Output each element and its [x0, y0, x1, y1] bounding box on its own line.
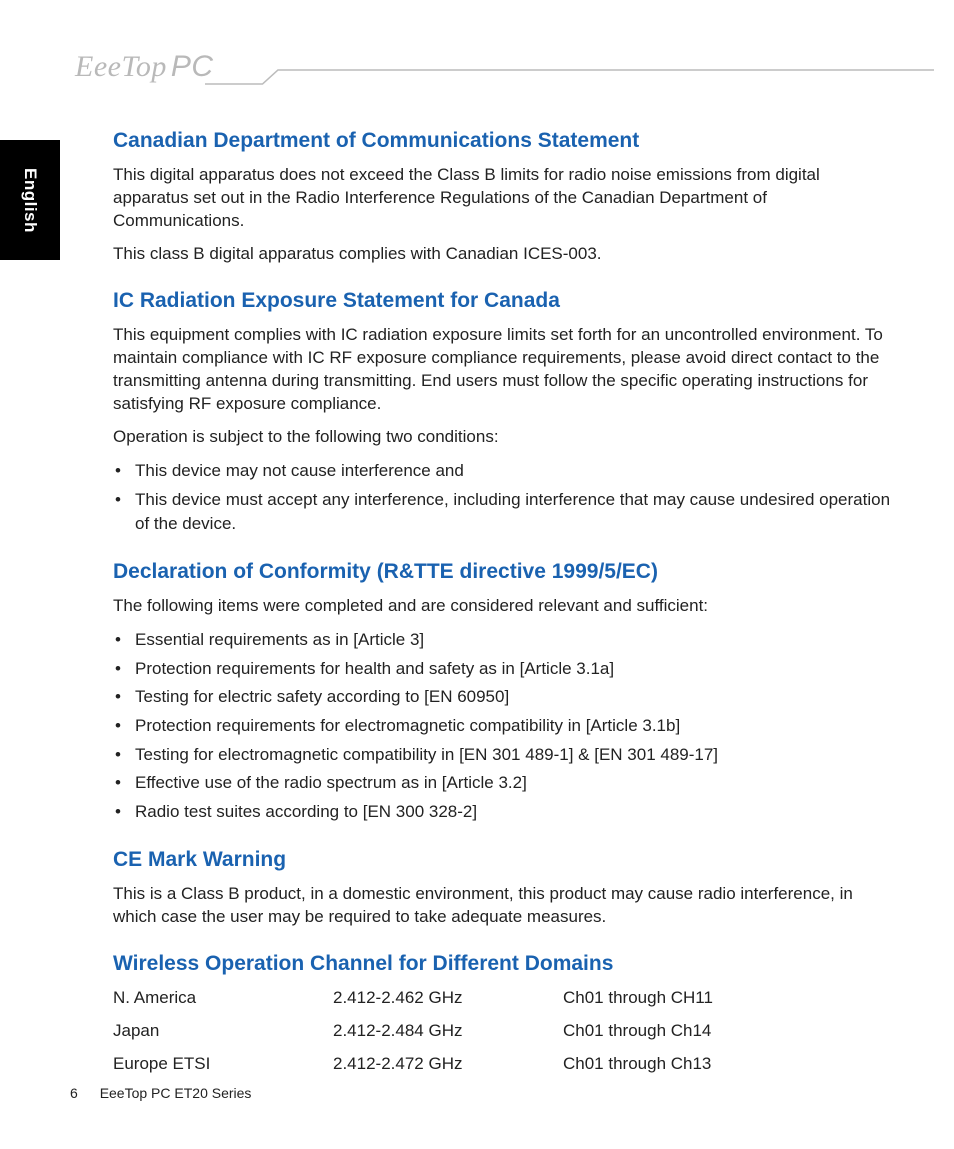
body-paragraph: This digital apparatus does not exceed t…: [113, 164, 894, 233]
list-item: Testing for electric safety according to…: [113, 685, 894, 710]
cell-freq: 2.412-2.462 GHz: [333, 987, 563, 1010]
heading-ic-radiation: IC Radiation Exposure Statement for Cana…: [113, 288, 894, 314]
list-item: Protection requirements for health and s…: [113, 657, 894, 682]
footer-doc-title: EeeTop PC ET20 Series: [100, 1085, 252, 1101]
cell-freq: 2.412-2.472 GHz: [333, 1053, 563, 1076]
list-item: Effective use of the radio spectrum as i…: [113, 771, 894, 796]
cell-region: N. America: [113, 987, 333, 1010]
list-item: Essential requirements as in [Article 3]: [113, 628, 894, 653]
list-item: Radio test suites according to [EN 300 3…: [113, 800, 894, 825]
heading-ce-mark: CE Mark Warning: [113, 847, 894, 873]
list-item: This device may not cause interference a…: [113, 459, 894, 484]
bullet-list-conformity: Essential requirements as in [Article 3]…: [113, 628, 894, 824]
page-number: 6: [70, 1085, 78, 1101]
list-item: This device must accept any interference…: [113, 488, 894, 537]
table-row: Japan 2.412-2.484 GHz Ch01 through Ch14: [113, 1020, 894, 1043]
body-paragraph: Operation is subject to the following tw…: [113, 426, 894, 449]
cell-ch: Ch01 through Ch14: [563, 1020, 894, 1043]
body-paragraph: This class B digital apparatus complies …: [113, 243, 894, 266]
table-row: Europe ETSI 2.412-2.472 GHz Ch01 through…: [113, 1053, 894, 1076]
cell-region: Europe ETSI: [113, 1053, 333, 1076]
body-paragraph: This equipment complies with IC radiatio…: [113, 324, 894, 416]
heading-wireless-channels: Wireless Operation Channel for Different…: [113, 951, 894, 977]
language-label: English: [20, 168, 40, 233]
page-footer: 6 EeeTop PC ET20 Series: [70, 1085, 251, 1101]
cell-region: Japan: [113, 1020, 333, 1043]
body-paragraph: The following items were completed and a…: [113, 595, 894, 618]
heading-canadian-doc: Canadian Department of Communications St…: [113, 128, 894, 154]
page-content: Canadian Department of Communications St…: [113, 128, 894, 1086]
channel-table: N. America 2.412-2.462 GHz Ch01 through …: [113, 987, 894, 1076]
body-paragraph: This is a Class B product, in a domestic…: [113, 883, 894, 929]
cell-ch: Ch01 through Ch13: [563, 1053, 894, 1076]
cell-freq: 2.412-2.484 GHz: [333, 1020, 563, 1043]
header-rule-line: [205, 68, 934, 86]
page-header: EeeTopPC: [75, 50, 934, 90]
heading-declaration-conformity: Declaration of Conformity (R&TTE directi…: [113, 559, 894, 585]
list-item: Testing for electromagnetic compatibilit…: [113, 743, 894, 768]
language-tab: English: [0, 140, 60, 260]
logo: EeeTopPC: [75, 50, 214, 84]
logo-main-text: EeeTop: [75, 50, 167, 83]
cell-ch: Ch01 through CH11: [563, 987, 894, 1010]
table-row: N. America 2.412-2.462 GHz Ch01 through …: [113, 987, 894, 1010]
list-item: Protection requirements for electromagne…: [113, 714, 894, 739]
bullet-list-ic: This device may not cause interference a…: [113, 459, 894, 537]
